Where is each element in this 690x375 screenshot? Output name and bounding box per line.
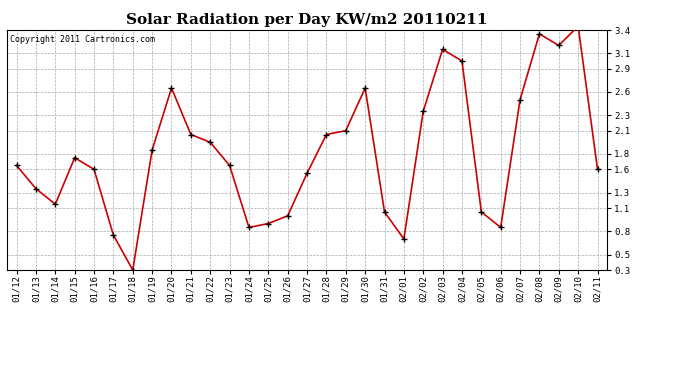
Text: Copyright 2011 Cartronics.com: Copyright 2011 Cartronics.com	[10, 35, 155, 44]
Title: Solar Radiation per Day KW/m2 20110211: Solar Radiation per Day KW/m2 20110211	[126, 13, 488, 27]
